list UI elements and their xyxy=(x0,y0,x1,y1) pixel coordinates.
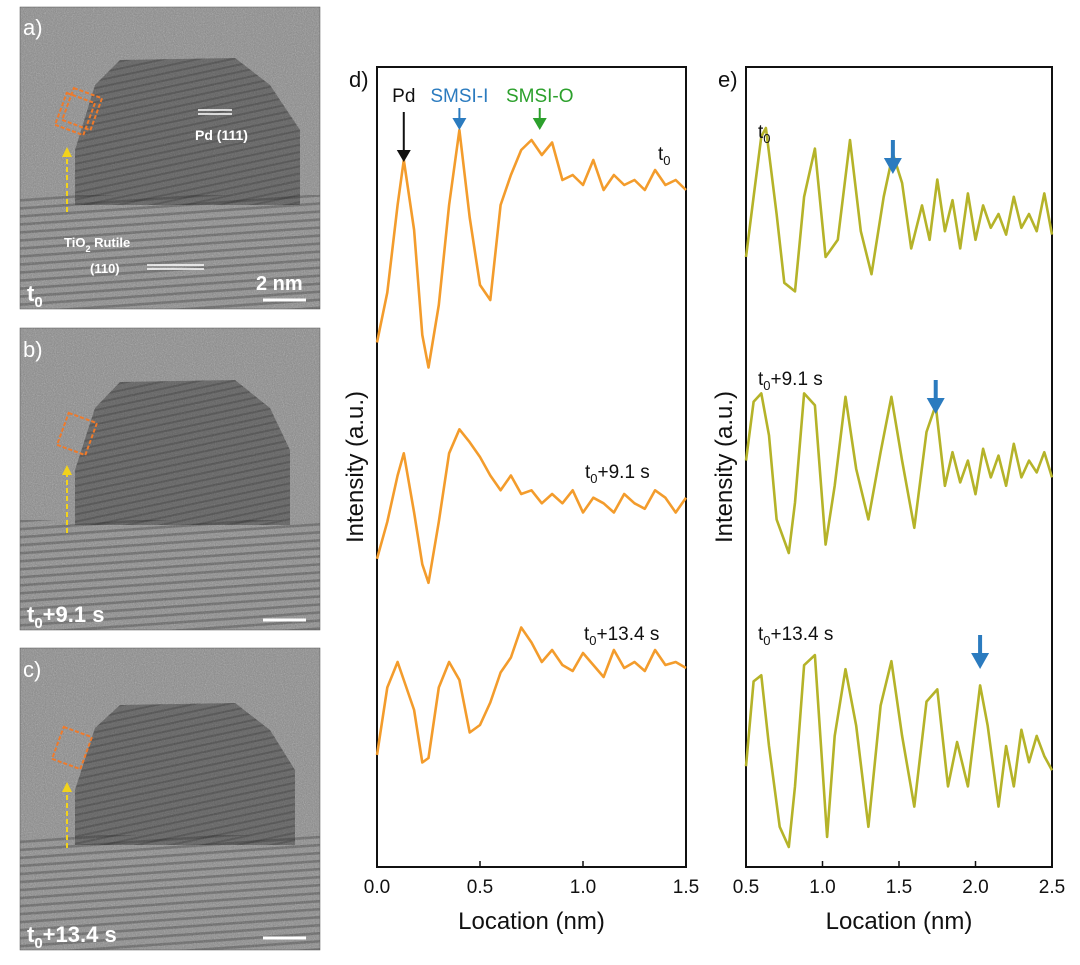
x-axis-title: Location (nm) xyxy=(826,908,973,935)
series-line xyxy=(375,626,687,764)
x-tick-label: 1.0 xyxy=(809,877,835,898)
panel-letter-c: c) xyxy=(23,657,41,682)
y-axis-title: Intensity (a.u.) xyxy=(342,391,369,543)
tem-panel-b: b) t0+9.1 s xyxy=(19,327,321,632)
down-arrow-icon xyxy=(396,150,411,162)
panel-letter-a: a) xyxy=(23,15,43,40)
annotation-pd-111: Pd (111) xyxy=(195,127,248,143)
down-arrow-icon xyxy=(532,118,547,130)
series-label: t0+13.4 s xyxy=(758,624,833,648)
panel-letter-b: b) xyxy=(23,337,43,362)
panel-letter: e) xyxy=(718,67,738,92)
orange-box-a xyxy=(53,86,104,137)
marker-label: Pd xyxy=(392,86,415,107)
down-arrow-icon xyxy=(926,398,945,414)
series-label: t0+9.1 s xyxy=(585,462,650,486)
x-tick-label: 0.0 xyxy=(364,877,390,898)
series-label: t0 xyxy=(758,122,771,146)
x-tick-label: 0.5 xyxy=(467,877,493,898)
y-axis-title: Intensity (a.u.) xyxy=(711,391,738,543)
chart-panel-e: 0.5 1.0 1.5 2.0 2.5 Location (nm) Intensity (a… xyxy=(711,66,1065,935)
series-label: t0 xyxy=(658,144,671,168)
down-arrow-icon xyxy=(883,158,902,174)
panel-letter: d) xyxy=(349,67,369,92)
x-tick-label: 1.5 xyxy=(886,877,912,898)
x-tick-label: 2.5 xyxy=(1039,877,1065,898)
series-label: t0+13.4 s xyxy=(584,624,659,648)
annotation-tio2-110: (110) xyxy=(90,261,120,276)
series-line xyxy=(375,128,687,369)
tem-panel-c: c) t0+13.4 s xyxy=(19,647,321,952)
x-axis-title: Location (nm) xyxy=(458,908,605,935)
time-label-b: t0+9.1 s xyxy=(27,602,104,632)
plot-frame xyxy=(376,66,687,868)
marker-label: SMSI-O xyxy=(506,86,574,107)
series-line xyxy=(744,653,1054,849)
series-line xyxy=(375,428,688,585)
orange-box-c xyxy=(50,725,94,771)
time-label-c: t0+13.4 s xyxy=(27,922,117,952)
series-line xyxy=(744,392,1054,555)
x-tick-label: 0.5 xyxy=(733,877,759,898)
x-tick-label: 1.0 xyxy=(570,877,596,898)
annotation-tio2-rutile: TiO2 Rutile xyxy=(64,235,130,254)
tem-panel-a: Pd (111) TiO2 Rutile (110) 2 nm a) t0 xyxy=(19,6,321,311)
orange-box-b xyxy=(55,411,99,457)
scale-bar-label: 2 nm xyxy=(256,273,303,295)
x-tick-label: 1.5 xyxy=(673,877,699,898)
series-label: t0+9.1 s xyxy=(758,369,823,393)
down-arrow-icon xyxy=(971,653,990,669)
x-tick-label: 2.0 xyxy=(962,877,988,898)
down-arrow-icon xyxy=(452,118,467,130)
series-line xyxy=(744,126,1054,293)
time-label-a: t0 xyxy=(27,281,43,311)
chart-panel-d: 0.0 0.5 1.0 1.5 Location (nm) Intensity (a.u.… xyxy=(342,66,699,935)
marker-label: SMSI-I xyxy=(430,86,488,107)
